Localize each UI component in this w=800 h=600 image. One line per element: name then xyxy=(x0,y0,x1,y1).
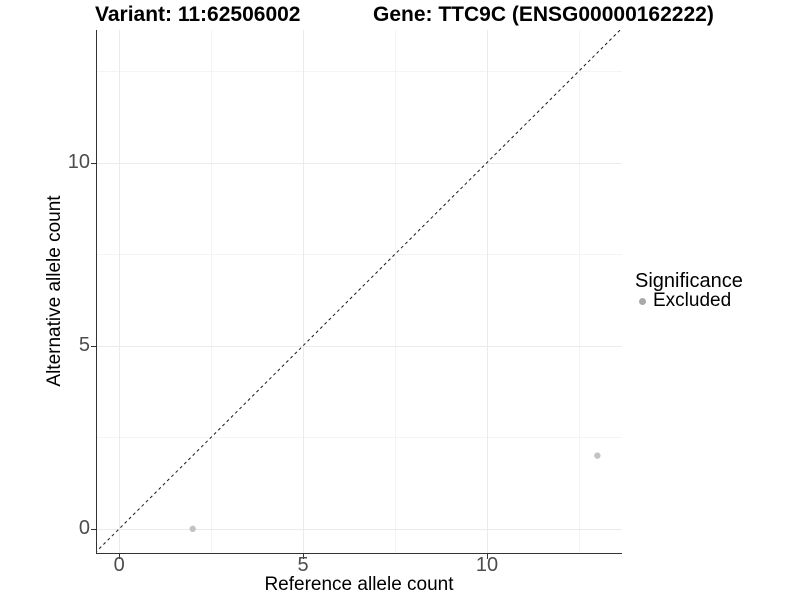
legend-title: Significance xyxy=(635,270,743,292)
data-point xyxy=(594,452,601,459)
x-tick-label: 5 xyxy=(297,554,309,576)
y-tick-label: 0 xyxy=(78,517,90,540)
y-tick-label: 10 xyxy=(67,151,90,174)
y-tick-label: 5 xyxy=(78,334,90,357)
variant-title: Variant: 11:62506002 xyxy=(95,3,301,26)
identity-reference-line xyxy=(96,30,621,553)
y-axis-title: Alternative allele count xyxy=(44,195,65,387)
x-tick-label: 0 xyxy=(113,554,125,576)
legend-item-excluded: Excluded xyxy=(653,290,732,311)
gene-title: Gene: TTC9C (ENSG00000162222) xyxy=(373,3,714,26)
legend-key-excluded-icon xyxy=(639,298,646,305)
x-tick-label: 10 xyxy=(475,554,499,576)
data-point xyxy=(189,525,196,533)
x-axis-title: Reference allele count xyxy=(264,574,454,595)
